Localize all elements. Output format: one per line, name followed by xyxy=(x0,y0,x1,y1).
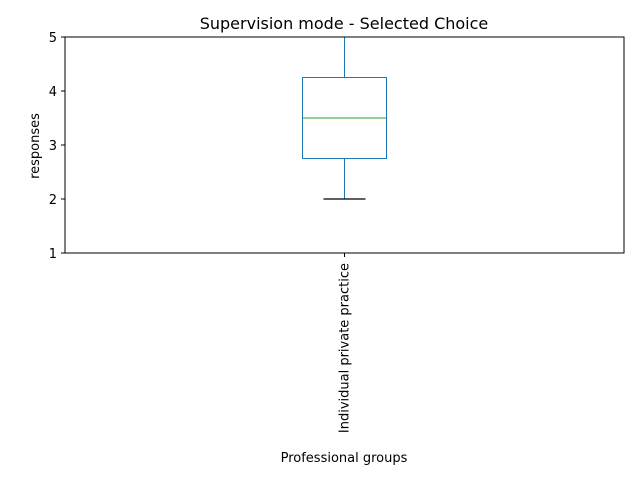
y-tick-label: 1 xyxy=(49,247,57,262)
y-tick-label: 3 xyxy=(49,139,57,154)
plot-frame xyxy=(64,36,625,254)
x-axis-label: Professional groups xyxy=(281,451,408,466)
y-tick-label: 4 xyxy=(49,85,57,100)
y-tick-label: 5 xyxy=(49,31,57,46)
plot-layer: 1 2 3 4 5 Individual private practice xyxy=(49,31,625,433)
y-axis-label: responses xyxy=(28,113,43,179)
y-tick-label: 2 xyxy=(49,193,57,208)
chart-title: Supervision mode - Selected Choice xyxy=(200,14,489,33)
x-tick-label: Individual private practice xyxy=(338,263,353,433)
